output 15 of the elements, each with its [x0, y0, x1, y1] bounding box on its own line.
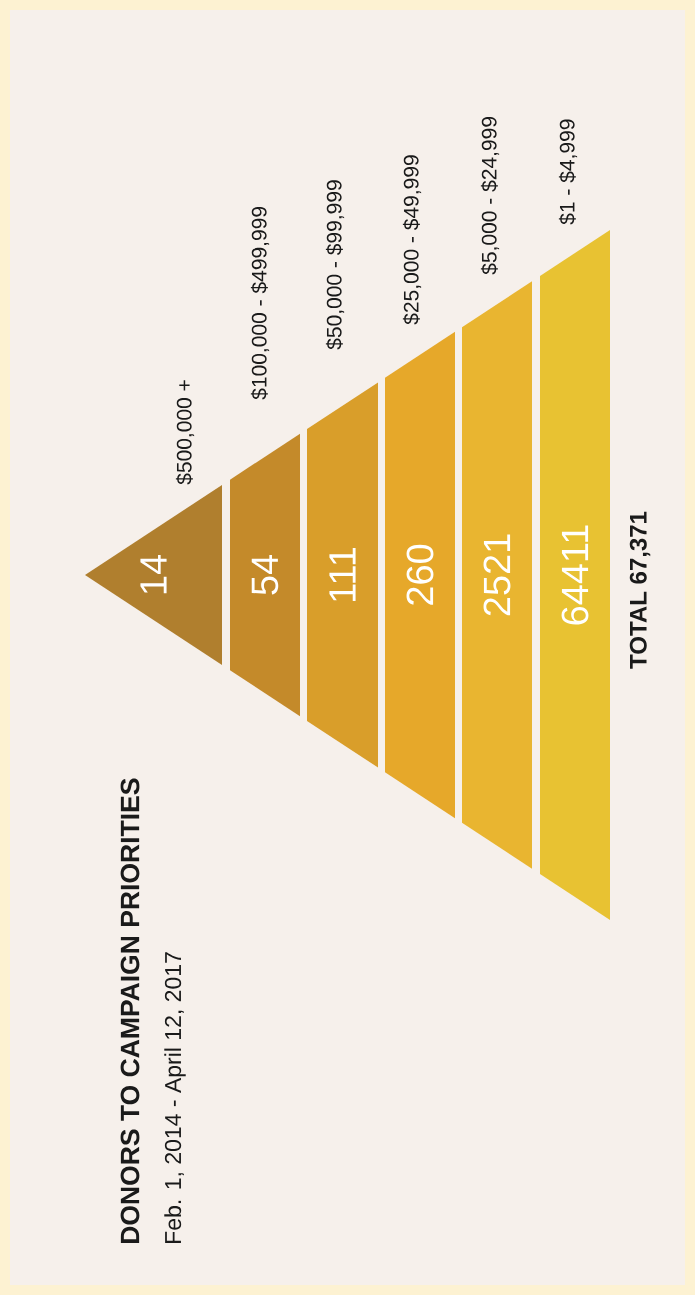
- category-label: $100,000 - $499,999: [250, 207, 270, 400]
- category-label: $25,000 - $49,999: [402, 155, 422, 325]
- data-label: 2521: [483, 534, 511, 616]
- category-label: $500,000 +: [175, 380, 195, 485]
- data-label: 111: [329, 547, 356, 601]
- data-label: 54: [251, 554, 279, 595]
- text: TOTAL 67,371: [629, 511, 651, 669]
- category-label: $50,000 - $99,999: [325, 180, 345, 350]
- text: Feb. 1, 2014 - April 12, 2017: [164, 952, 186, 1243]
- category-label: $1 - $4,999: [558, 119, 578, 225]
- data-label: 260: [406, 544, 434, 605]
- data-label: 14: [140, 554, 167, 594]
- text: DONORS TO CAMPAIGN PRIORITIES: [120, 778, 140, 1244]
- data-label: 64411: [561, 525, 589, 625]
- category-label: $5,000 - $24,999: [480, 117, 500, 275]
